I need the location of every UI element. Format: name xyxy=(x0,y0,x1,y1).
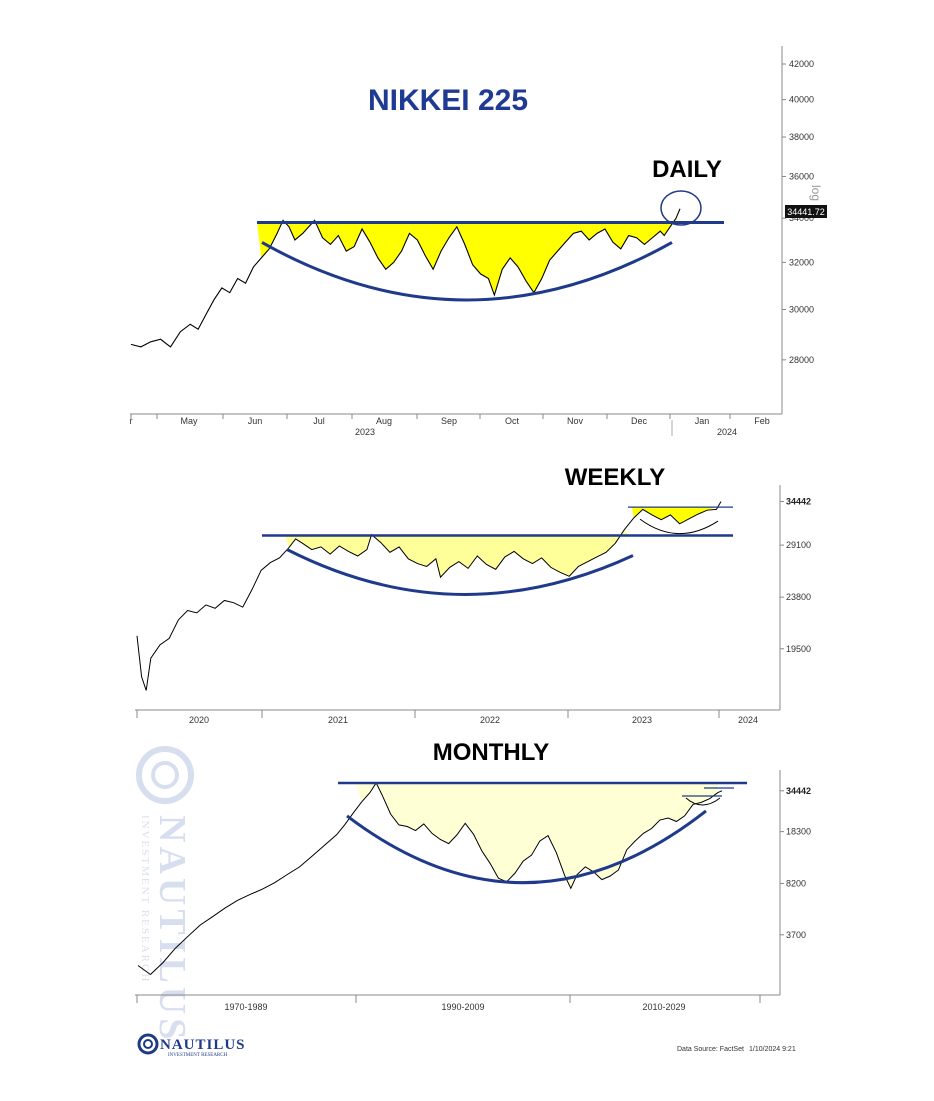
monthly-y-tick-label: 34442 xyxy=(786,786,811,796)
footer-logo-sub: INVESTMENT RESEARCH xyxy=(168,1053,228,1058)
footer-timestamp: 1/10/2024 9:21 xyxy=(749,1046,796,1053)
daily-axis-label-log: log xyxy=(809,185,823,201)
daily-fill-area xyxy=(257,218,678,296)
monthly-y-tick-label: 8200 xyxy=(786,878,806,888)
daily-x-month-label: r xyxy=(130,416,133,426)
weekly-x-year-label: 2022 xyxy=(480,715,500,725)
daily-x-month-label: Feb xyxy=(754,416,770,426)
weekly-y-tick-label: 34442 xyxy=(786,496,811,506)
daily-x-year-label: 2024 xyxy=(717,427,737,437)
daily-y-tick-label: 42000 xyxy=(789,59,814,69)
monthly-x-group-label: 2010-2029 xyxy=(642,1002,685,1012)
monthly-y-tick-label: 18300 xyxy=(786,827,811,837)
nautilus-logo-icon xyxy=(137,1033,159,1055)
monthly-y-tick-label: 3700 xyxy=(786,930,806,940)
footer-source: Data Source: FactSet xyxy=(677,1046,744,1053)
monthly-x-group-label: 1970-1989 xyxy=(224,1002,267,1012)
daily-y-tick-label: 34000 xyxy=(789,213,814,223)
footer-logo-name: NAUTILUS xyxy=(160,1037,246,1053)
daily-y-tick-label: 32000 xyxy=(789,257,814,267)
daily-x-month-label: Aug xyxy=(376,416,392,426)
daily-x-year-label: 2023 xyxy=(355,427,375,437)
weekly-fill-area xyxy=(285,529,628,578)
daily-last-value: 34441.72 xyxy=(787,207,825,217)
weekly-price-line xyxy=(136,501,722,691)
daily-x-month-label: Nov xyxy=(567,416,584,426)
weekly-x-year-label: 2021 xyxy=(328,715,348,725)
weekly-x-year-label: 2020 xyxy=(189,715,209,725)
daily-x-month-label: Dec xyxy=(631,416,648,426)
weekly-y-tick-label: 29100 xyxy=(786,540,811,550)
weekly-x-year-label: 2024 xyxy=(738,715,758,725)
daily-breakout-circle xyxy=(660,190,702,226)
daily-y-tick-label: 30000 xyxy=(789,304,814,314)
daily-last-value-tag: 34441.72 xyxy=(785,205,827,218)
monthly-inset-pattern xyxy=(682,787,734,806)
daily-y-tick-label: 28000 xyxy=(789,355,814,365)
daily-x-month-label: Oct xyxy=(505,416,520,426)
watermark-sub: INVESTMENT RESEARCH xyxy=(139,815,151,983)
monthly-panel: 34442 18300 8200 3700 1970-1989 1990-2009 201… xyxy=(135,739,811,1012)
watermark-name: NAUTILUS xyxy=(151,815,193,1043)
weekly-bowl-arc-recent xyxy=(639,518,719,535)
monthly-price-line xyxy=(137,781,723,976)
daily-y-tick-label: 38000 xyxy=(789,132,814,142)
daily-x-month-label: Jul xyxy=(313,416,325,426)
watermark: NAUTILUS INVESTMENT RESEARCH xyxy=(136,746,194,1043)
daily-x-month-label: May xyxy=(180,416,198,426)
footer: NAUTILUS INVESTMENT RESEARCH Data Source… xyxy=(137,1033,796,1058)
daily-price-line xyxy=(130,208,681,348)
weekly-y-tick-label: 23800 xyxy=(786,592,811,602)
footer-logo: NAUTILUS INVESTMENT RESEARCH xyxy=(137,1033,246,1058)
daily-x-month-label: Jun xyxy=(248,416,263,426)
weekly-y-tick-label: 19500 xyxy=(786,644,811,654)
daily-bowl-arc xyxy=(261,241,673,302)
monthly-bowl-arc xyxy=(346,809,707,885)
weekly-x-year-label: 2023 xyxy=(632,715,652,725)
weekly-panel-title: WEEKLY xyxy=(565,464,665,491)
weekly-bowl-arc xyxy=(286,548,634,596)
monthly-panel-title: MONTHLY xyxy=(433,739,549,766)
monthly-fill-area xyxy=(355,782,718,889)
page-title: NIKKEI 225 xyxy=(368,84,528,117)
daily-y-tick-label: 36000 xyxy=(789,171,814,181)
watermark-swirl-icon xyxy=(136,746,194,804)
daily-x-month-label: Sep xyxy=(441,416,457,426)
weekly-panel: 34442 29100 23800 19500 2020 2021 2022 2023 202… xyxy=(135,464,811,725)
daily-y-tick-label: 40000 xyxy=(789,95,814,105)
monthly-x-group-label: 1990-2009 xyxy=(441,1002,484,1012)
daily-x-month-label: Jan xyxy=(695,416,710,426)
daily-panel-title: DAILY xyxy=(652,156,722,183)
weekly-fill-area-recent xyxy=(632,507,716,524)
daily-panel: 42000 40000 38000 36000 34000 32000 30000 28000… xyxy=(130,46,827,437)
